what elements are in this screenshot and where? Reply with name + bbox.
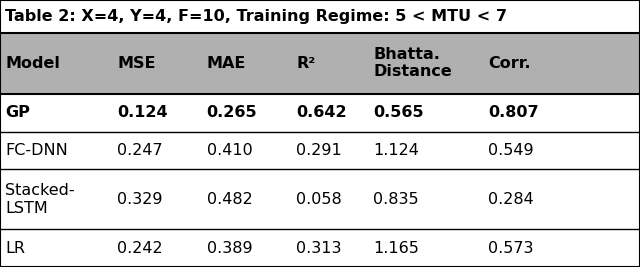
- Text: 0.642: 0.642: [296, 105, 347, 120]
- Bar: [0, 229, 640, 267]
- Text: 0.284: 0.284: [488, 192, 534, 207]
- Text: 0.565: 0.565: [373, 105, 424, 120]
- Text: 0.124: 0.124: [117, 105, 168, 120]
- Text: 0.329: 0.329: [117, 192, 163, 207]
- Text: 0.247: 0.247: [117, 143, 163, 158]
- Text: 0.410: 0.410: [207, 143, 252, 158]
- Text: 0.835: 0.835: [373, 192, 419, 207]
- Text: 0.291: 0.291: [296, 143, 342, 158]
- Bar: [0, 94, 640, 132]
- Bar: [0, 33, 640, 94]
- Text: R²: R²: [296, 56, 316, 71]
- Text: 0.549: 0.549: [488, 143, 534, 158]
- Text: 1.165: 1.165: [373, 241, 419, 256]
- Text: 0.482: 0.482: [207, 192, 252, 207]
- Text: MSE: MSE: [117, 56, 156, 71]
- Text: MAE: MAE: [207, 56, 246, 71]
- Text: Corr.: Corr.: [488, 56, 531, 71]
- Text: Table 2: X=4, Y=4, F=10, Training Regime: 5 < MTU < 7: Table 2: X=4, Y=4, F=10, Training Regime…: [5, 9, 507, 24]
- Text: Bhatta.
Distance: Bhatta. Distance: [373, 47, 452, 80]
- Text: 0.313: 0.313: [296, 241, 342, 256]
- Text: 0.058: 0.058: [296, 192, 342, 207]
- Text: GP: GP: [5, 105, 30, 120]
- Text: FC-DNN: FC-DNN: [5, 143, 68, 158]
- Text: Stacked-
LSTM: Stacked- LSTM: [5, 183, 75, 215]
- Text: 0.573: 0.573: [488, 241, 534, 256]
- Text: Model: Model: [5, 56, 60, 71]
- Bar: [0, 0, 640, 33]
- Text: 0.807: 0.807: [488, 105, 539, 120]
- Text: LR: LR: [5, 241, 25, 256]
- Text: 0.242: 0.242: [117, 241, 163, 256]
- Bar: [0, 132, 640, 170]
- Text: 0.265: 0.265: [207, 105, 257, 120]
- Text: 1.124: 1.124: [373, 143, 419, 158]
- Bar: [0, 170, 640, 229]
- Text: 0.389: 0.389: [207, 241, 252, 256]
